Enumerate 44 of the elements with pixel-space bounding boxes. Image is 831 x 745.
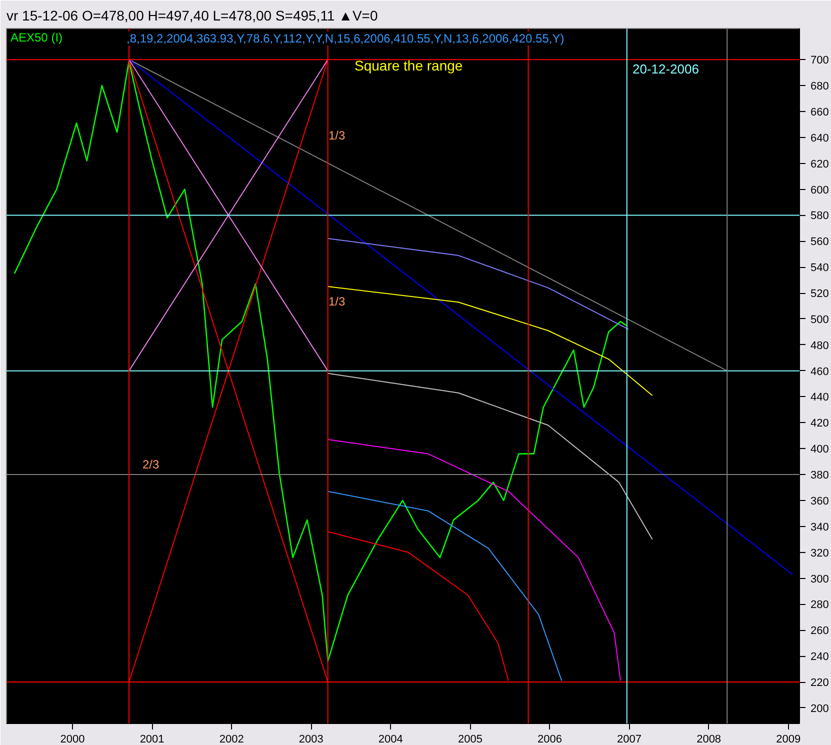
y-tick-label: 240 [810, 651, 829, 664]
y-tick-label: 200 [810, 702, 829, 715]
y-tick-label: 380 [810, 470, 829, 482]
annotation: 1/3 [328, 128, 346, 142]
y-tick-label: 360 [810, 495, 829, 508]
y-tick-label: 660 [810, 106, 829, 118]
y-tick-label: 600 [810, 184, 829, 196]
y-tick-label: 340 [810, 521, 829, 534]
y-tick-label: 620 [810, 158, 829, 170]
y-tick-label: 300 [810, 573, 829, 586]
y-tick-label: 280 [810, 599, 829, 612]
x-tick-label: 2000 [60, 734, 85, 745]
y-tick-label: 680 [810, 80, 829, 93]
annotation: AEX50 (I) [10, 30, 63, 44]
y-tick-label: 520 [810, 288, 829, 300]
x-tick-label: 2005 [458, 734, 482, 745]
y-tick-label: 580 [810, 210, 829, 222]
y-tick-label: 500 [810, 314, 829, 326]
x-tick-label: 2002 [219, 734, 244, 745]
y-tick-label: 420 [810, 418, 829, 430]
x-tick-label: 2007 [617, 734, 642, 745]
y-tick-label: 460 [810, 366, 829, 378]
x-tick-label: 2006 [538, 734, 562, 745]
x-tick-label: 2004 [378, 734, 403, 745]
text: vr 15-12-06 O=478,00 H=497,40 L=478,00 S=495,11 ▲V=0 [6, 8, 378, 24]
y-tick-label: 320 [810, 547, 829, 560]
x-tick-label: 2009 [776, 734, 801, 745]
y-tick-label: 560 [810, 236, 829, 248]
x-tick-label: 2001 [140, 734, 164, 745]
annotation: Square the range [354, 58, 463, 74]
annotation: 20-12-2006 [632, 62, 699, 76]
y-tick-label: 700 [810, 54, 829, 67]
annotation: 1/3 [328, 294, 346, 308]
x-tick-label: 2003 [298, 734, 324, 745]
y-tick-label: 220 [810, 677, 829, 690]
y-tick-label: 440 [810, 392, 829, 404]
y-tick-label: 400 [810, 444, 829, 456]
y-tick-label: 480 [810, 340, 829, 352]
y-tick-label: 540 [810, 262, 829, 274]
y-tick-label: 640 [810, 132, 829, 144]
annotation: ,8,19,2,2004,363.93,Y,78.6,Y,112,Y,Y,N,15,6,2006,410.55,Y,N,13,6,2006,420.55,Y) [126, 32, 564, 46]
annotation: 2/3 [142, 458, 160, 472]
x-tick-label: 2008 [696, 734, 722, 745]
y-tick-label: 260 [810, 625, 829, 638]
